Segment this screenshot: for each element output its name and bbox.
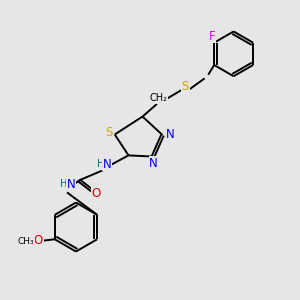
Text: CH₃: CH₃ xyxy=(17,237,34,246)
Text: S: S xyxy=(106,126,113,139)
Text: F: F xyxy=(208,30,215,43)
Text: S: S xyxy=(182,80,189,93)
Text: CH₂: CH₂ xyxy=(149,93,167,103)
Text: N: N xyxy=(67,178,76,190)
Text: N: N xyxy=(149,157,158,169)
Text: O: O xyxy=(34,234,43,247)
Text: H: H xyxy=(60,179,68,189)
Text: H: H xyxy=(97,159,105,169)
Text: N: N xyxy=(103,158,112,171)
Text: N: N xyxy=(166,128,174,141)
Text: O: O xyxy=(91,187,101,200)
